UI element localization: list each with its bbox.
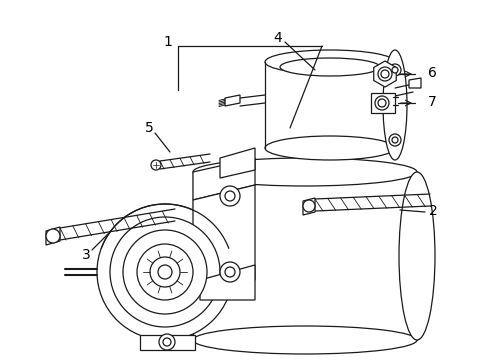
- Ellipse shape: [280, 58, 380, 76]
- Circle shape: [220, 186, 240, 206]
- Circle shape: [389, 64, 401, 76]
- Polygon shape: [374, 61, 396, 87]
- Text: 5: 5: [145, 121, 153, 135]
- Text: 3: 3: [82, 248, 90, 262]
- Ellipse shape: [193, 326, 417, 354]
- Ellipse shape: [265, 50, 395, 74]
- Circle shape: [158, 265, 172, 279]
- Polygon shape: [200, 265, 255, 300]
- Circle shape: [220, 262, 240, 282]
- Circle shape: [159, 334, 175, 350]
- Text: 4: 4: [273, 31, 282, 45]
- Polygon shape: [140, 335, 195, 350]
- Circle shape: [378, 99, 386, 107]
- Text: 2: 2: [429, 204, 438, 218]
- Circle shape: [375, 96, 389, 110]
- Polygon shape: [409, 78, 421, 88]
- Circle shape: [150, 257, 180, 287]
- Circle shape: [303, 200, 315, 212]
- Ellipse shape: [265, 136, 395, 160]
- Circle shape: [225, 267, 235, 277]
- Circle shape: [378, 67, 392, 81]
- Circle shape: [123, 230, 207, 314]
- Ellipse shape: [193, 158, 417, 186]
- Circle shape: [392, 67, 398, 73]
- Polygon shape: [193, 185, 255, 280]
- Text: 6: 6: [428, 66, 437, 80]
- Circle shape: [163, 338, 171, 346]
- Circle shape: [225, 191, 235, 201]
- Polygon shape: [225, 95, 240, 106]
- Circle shape: [110, 217, 220, 327]
- Ellipse shape: [383, 50, 407, 160]
- Circle shape: [151, 160, 161, 170]
- Circle shape: [97, 204, 233, 340]
- Polygon shape: [220, 148, 255, 178]
- Polygon shape: [46, 227, 60, 245]
- Polygon shape: [371, 93, 395, 113]
- Circle shape: [389, 134, 401, 146]
- Text: 1: 1: [164, 35, 172, 49]
- Circle shape: [46, 229, 60, 243]
- Circle shape: [381, 70, 389, 78]
- Circle shape: [137, 244, 193, 300]
- Polygon shape: [193, 158, 255, 200]
- Ellipse shape: [399, 172, 435, 340]
- Polygon shape: [303, 198, 315, 215]
- Circle shape: [392, 137, 398, 143]
- Text: 7: 7: [428, 95, 437, 109]
